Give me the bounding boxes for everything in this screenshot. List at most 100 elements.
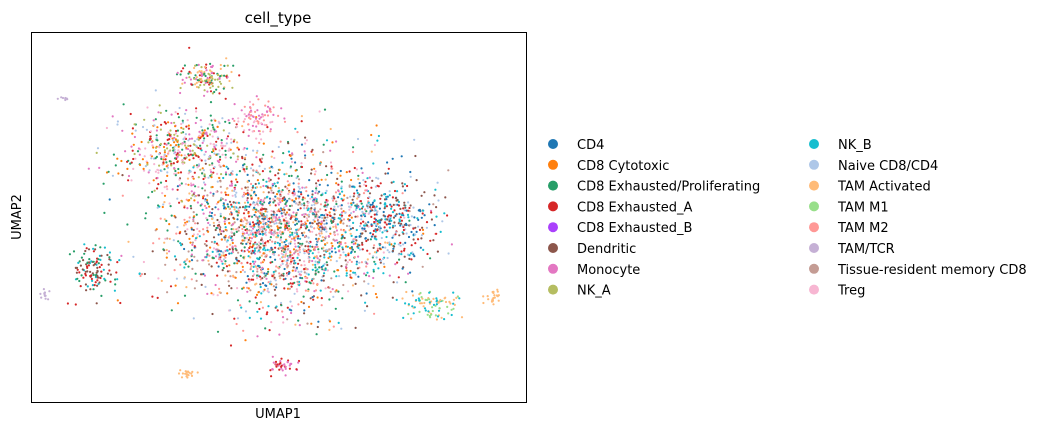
scatter-point bbox=[196, 201, 199, 204]
scatter-point bbox=[324, 191, 327, 195]
scatter-point bbox=[191, 235, 194, 238]
scatter-point bbox=[243, 191, 246, 194]
scatter-point bbox=[237, 207, 240, 210]
scatter-point bbox=[323, 272, 326, 275]
scatter-point bbox=[328, 298, 331, 301]
scatter-point bbox=[178, 184, 181, 187]
scatter-point bbox=[176, 71, 179, 74]
scatter-point bbox=[233, 208, 236, 211]
scatter-point bbox=[422, 305, 425, 308]
scatter-point bbox=[354, 326, 357, 329]
scatter-point bbox=[312, 153, 315, 156]
scatter-point bbox=[374, 263, 377, 266]
scatter-point bbox=[388, 190, 391, 193]
scatter-point bbox=[258, 307, 261, 311]
scatter-point bbox=[242, 250, 245, 253]
scatter-point bbox=[295, 266, 298, 269]
scatter-point bbox=[313, 227, 316, 230]
scatter-point bbox=[311, 245, 314, 248]
scatter-point bbox=[235, 160, 238, 163]
scatter-point bbox=[166, 188, 169, 191]
scatter-point bbox=[319, 234, 322, 237]
scatter-point bbox=[184, 263, 187, 266]
scatter-point bbox=[379, 197, 382, 200]
scatter-point bbox=[275, 193, 279, 196]
scatter-point bbox=[216, 78, 219, 81]
scatter-point bbox=[376, 211, 379, 214]
scatter-point bbox=[340, 327, 343, 330]
scatter-point bbox=[276, 210, 279, 213]
scatter-point bbox=[284, 245, 287, 248]
scatter-point bbox=[350, 212, 353, 215]
scatter-point bbox=[303, 267, 306, 271]
scatter-point bbox=[235, 201, 238, 204]
scatter-point bbox=[385, 223, 388, 226]
scatter-point bbox=[230, 184, 233, 187]
scatter-point bbox=[254, 211, 257, 214]
scatter-point bbox=[420, 216, 423, 219]
legend-label: Tissue-resident memory CD8 bbox=[837, 263, 1027, 278]
scatter-point bbox=[208, 263, 211, 266]
scatter-point bbox=[159, 217, 162, 220]
scatter-point bbox=[208, 223, 211, 227]
scatter-point bbox=[385, 198, 388, 201]
scatter-point bbox=[377, 177, 380, 180]
scatter-point bbox=[133, 135, 136, 139]
scatter-point bbox=[198, 235, 201, 238]
scatter-point bbox=[195, 279, 198, 282]
scatter-point bbox=[186, 220, 189, 223]
scatter-point bbox=[346, 196, 349, 199]
scatter-point bbox=[240, 187, 243, 190]
scatter-point bbox=[243, 118, 246, 121]
scatter-point bbox=[391, 211, 395, 214]
scatter-point bbox=[269, 121, 272, 124]
scatter-point bbox=[417, 218, 420, 221]
scatter-point bbox=[281, 262, 284, 265]
scatter-point bbox=[270, 231, 273, 234]
scatter-point bbox=[190, 137, 194, 140]
scatter-point bbox=[316, 257, 319, 260]
scatter-point bbox=[181, 82, 184, 85]
scatter-point bbox=[244, 339, 247, 342]
scatter-point bbox=[288, 308, 291, 311]
scatter-point bbox=[272, 234, 275, 237]
scatter-point bbox=[249, 240, 252, 243]
scatter-point bbox=[216, 125, 219, 128]
scatter-point bbox=[408, 257, 411, 260]
scatter-point bbox=[402, 207, 405, 210]
scatter-point bbox=[208, 157, 211, 160]
scatter-point bbox=[255, 274, 259, 277]
scatter-point bbox=[303, 312, 306, 315]
scatter-point bbox=[231, 245, 234, 248]
scatter-point bbox=[311, 263, 314, 266]
scatter-point bbox=[259, 186, 262, 189]
scatter-point bbox=[243, 225, 246, 229]
scatter-point bbox=[280, 222, 283, 225]
scatter-point bbox=[176, 226, 179, 229]
scatter-point bbox=[364, 189, 367, 192]
scatter-point bbox=[294, 215, 297, 218]
legend-label: TAM M1 bbox=[837, 200, 889, 215]
scatter-point bbox=[229, 243, 232, 246]
scatter-point bbox=[257, 122, 260, 125]
scatter-point bbox=[219, 185, 222, 188]
scatter-point bbox=[340, 237, 343, 240]
scatter-point bbox=[268, 238, 272, 242]
scatter-point bbox=[354, 215, 357, 218]
scatter-point bbox=[195, 164, 199, 167]
scatter-point bbox=[287, 242, 291, 245]
scatter-point bbox=[223, 164, 226, 168]
scatter-point bbox=[238, 170, 241, 173]
scatter-point bbox=[61, 96, 65, 100]
scatter-point bbox=[172, 149, 175, 152]
scatter-point bbox=[418, 228, 422, 231]
scatter-point bbox=[282, 278, 285, 281]
scatter-point bbox=[338, 250, 341, 253]
scatter-point bbox=[262, 142, 265, 145]
scatter-point bbox=[357, 255, 360, 258]
scatter-point bbox=[215, 261, 218, 264]
scatter-point bbox=[195, 107, 198, 110]
scatter-point bbox=[319, 226, 322, 229]
scatter-point bbox=[250, 229, 253, 232]
scatter-point bbox=[212, 221, 215, 224]
